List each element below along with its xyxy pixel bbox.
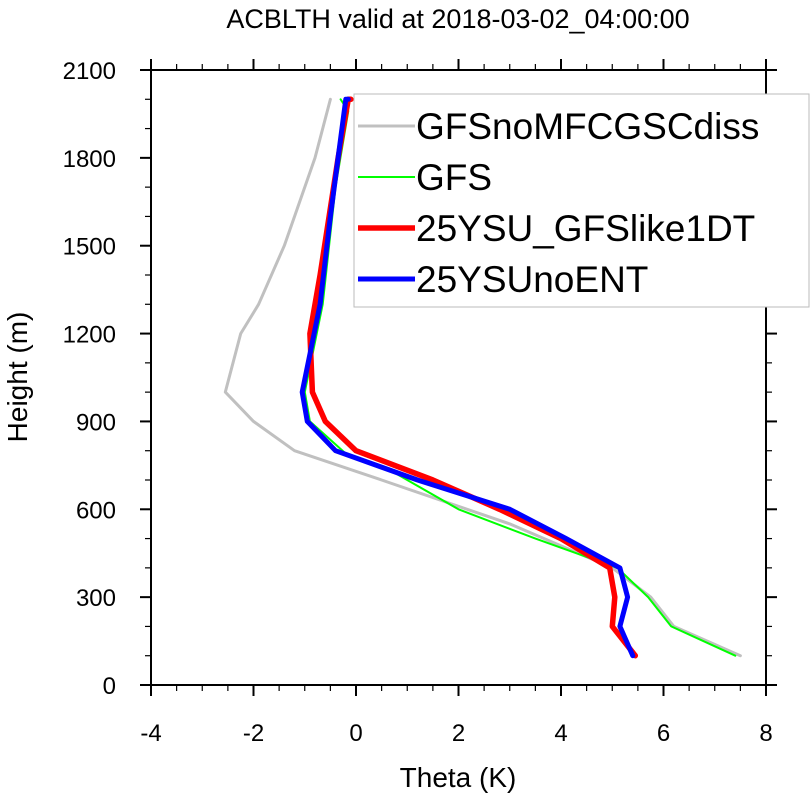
x-tick-label: 0 [349, 720, 362, 747]
legend-label: 25YSUnoENT [416, 259, 648, 300]
x-tick-label: 6 [657, 720, 670, 747]
legend-box [353, 93, 810, 308]
legend-label: GFS [416, 157, 492, 198]
plot-frame [150, 69, 767, 686]
series-line-4 [299, 96, 636, 659]
y-tick-label: 1500 [63, 234, 116, 261]
legend-label: 25YSU_GFSlike1DT [416, 208, 755, 249]
x-tick-label: -4 [140, 720, 161, 747]
y-tick-label: 600 [76, 497, 116, 524]
y-tick-label: 300 [76, 585, 116, 612]
x-tick-label: 2 [452, 720, 465, 747]
x-tick-label: 8 [759, 720, 772, 747]
x-tick-label: 4 [554, 720, 567, 747]
series-lines [223, 96, 742, 659]
chart-title: ACBLTH valid at 2018-03-02_04:00:00 [226, 4, 689, 34]
y-axis-label: Height (m) [2, 312, 33, 443]
axes: -4 -2 0 2 4 6 8 0 300 600 900 1200 1500 1800 2100 [63, 58, 777, 747]
y-tick-label: 2100 [63, 58, 116, 85]
y-tick-label: 900 [76, 409, 116, 436]
y-tick-label: 0 [103, 673, 116, 700]
x-tick-label: -2 [243, 720, 264, 747]
x-axis-label: Theta (K) [400, 762, 517, 793]
legend: GFSnoMFCGSCdiss GFS 25YSU_GFSlike1DT 25YSUn… [353, 93, 810, 308]
y-tick-label: 1800 [63, 146, 116, 173]
legend-label: GFSnoMFCGSCdiss [416, 106, 759, 147]
y-tick-label: 1200 [63, 322, 116, 349]
